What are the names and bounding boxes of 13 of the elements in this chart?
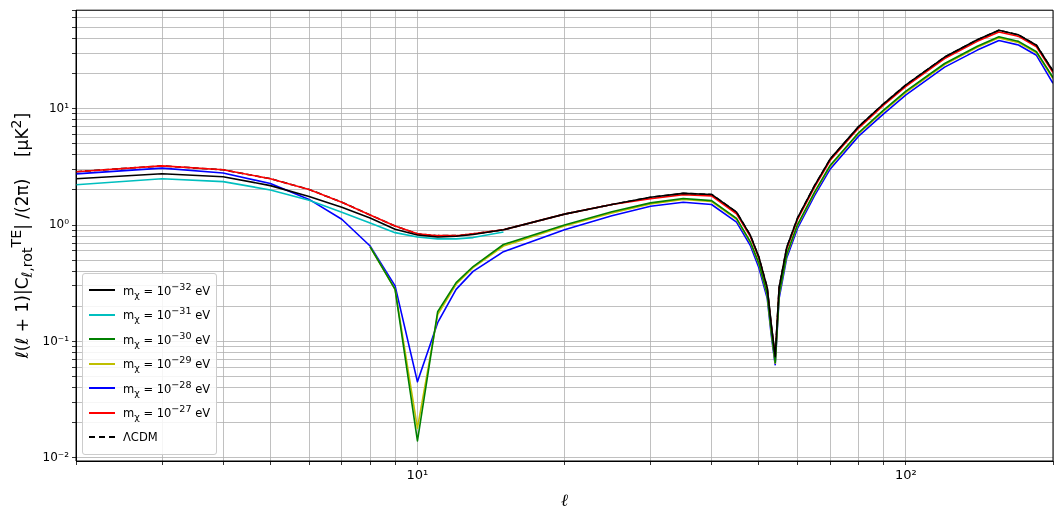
x-axis-title: ℓ — [560, 490, 569, 511]
legend-label: m$_{χ}$ = 10$^{−28}$ eV — [123, 378, 211, 398]
legend-label: ΛCDM — [123, 430, 158, 445]
y-tick-label: 10⁰ — [48, 217, 70, 232]
legend-label: m$_{χ}$ = 10$^{−29}$ eV — [123, 354, 211, 374]
legend-label: m$_{χ}$ = 10$^{−30}$ eV — [123, 329, 211, 349]
legend-label: m$_{χ}$ = 10$^{−32}$ eV — [123, 280, 211, 300]
legend-label: m$_{χ}$ = 10$^{−27}$ eV — [123, 403, 211, 423]
y-tick-label: 10¹ — [48, 100, 70, 115]
y-tick-label: 10⁻¹ — [42, 333, 70, 348]
x-tick-label: 10² — [895, 467, 917, 483]
y-tick-label: 10⁻² — [42, 450, 70, 464]
legend-label: m$_{χ}$ = 10$^{−31}$ eV — [123, 305, 211, 325]
